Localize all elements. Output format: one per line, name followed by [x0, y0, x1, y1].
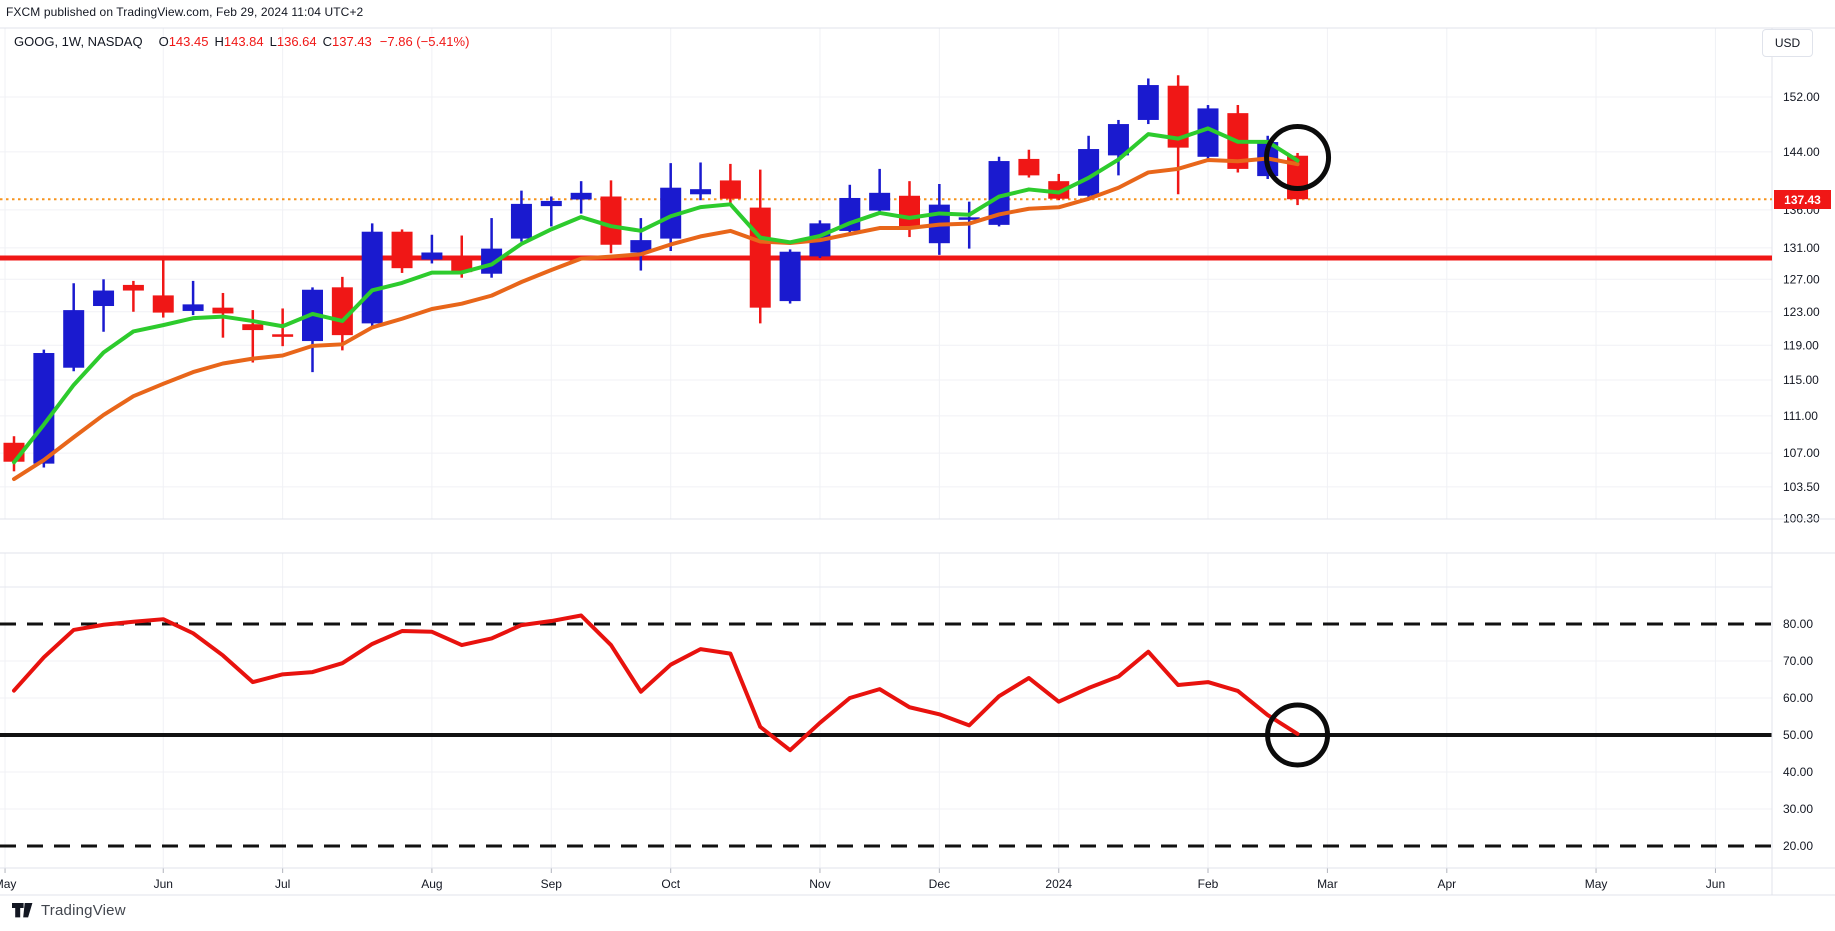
ma-slow-line [12, 156, 1300, 482]
candle-body [451, 257, 473, 273]
rsi-pane[interactable] [0, 553, 1772, 868]
price-axis-label: 123.00 [1783, 305, 1820, 319]
candle-body [152, 295, 174, 313]
time-axis-label: Mar [1317, 877, 1338, 891]
ma-fast-line [12, 126, 1300, 465]
price-axis-label: 131.00 [1783, 241, 1820, 255]
open-label: O [158, 34, 169, 49]
price-axis-label: 115.00 [1783, 373, 1819, 387]
candle-body [182, 304, 204, 311]
candle-body [958, 217, 980, 220]
open-value: 143.45 [168, 34, 209, 49]
time-axis-label: Apr [1437, 877, 1456, 891]
candle-body [600, 196, 622, 245]
price-axis-label: 144.00 [1783, 145, 1820, 159]
time-axis-label: Sep [541, 877, 563, 891]
tradingview-watermark-label: TradingView [41, 902, 126, 919]
low-value: 136.64 [276, 34, 317, 49]
time-axis-label: May [1585, 877, 1608, 891]
rsi-axis-label: 70.00 [1783, 654, 1813, 668]
candle-body [690, 189, 712, 195]
candle-body [331, 287, 353, 336]
candle-body [421, 252, 443, 260]
rsi-axis-label: 50.00 [1783, 728, 1813, 742]
price-axis-label: 111.00 [1783, 409, 1818, 423]
annotation-circle [1264, 124, 1332, 192]
candle-body [660, 187, 682, 239]
symbol-legend[interactable]: GOOG, 1W, NASDAQ O143.45 H143.84 L136.64 C13… [14, 34, 469, 49]
price-axis-label: 127.00 [1783, 272, 1820, 286]
candle-body [719, 180, 741, 199]
candle-body [1018, 158, 1040, 176]
time-axis-label: Oct [661, 877, 680, 891]
candle-body [391, 231, 413, 269]
time-axis-label: Nov [809, 877, 830, 891]
time-axis-label: 2024 [1045, 877, 1072, 891]
candle-body [570, 192, 592, 200]
time-scale[interactable] [0, 868, 1772, 895]
high-label: H [214, 34, 224, 49]
last-price-badge: 137.43 [1774, 190, 1831, 209]
candle-body [242, 324, 264, 331]
candle-body [1078, 149, 1100, 196]
candle-body [630, 240, 652, 253]
price-axis-label: 119.00 [1783, 338, 1819, 352]
candle-body [1167, 85, 1189, 148]
time-axis-label: Jul [275, 877, 290, 891]
time-axis-label: Aug [421, 877, 442, 891]
candle-body [1137, 85, 1159, 120]
rsi-axis-label: 40.00 [1783, 765, 1813, 779]
low-label: L [269, 34, 277, 49]
candle-body [869, 192, 891, 211]
price-axis-label: 152.00 [1783, 90, 1820, 104]
currency-toggle-button[interactable]: USD [1762, 29, 1813, 57]
candle-body [212, 307, 234, 314]
rsi-axis-label: 30.00 [1783, 802, 1813, 816]
candle-body [361, 231, 383, 324]
close-label: C [322, 34, 333, 49]
rsi-axis-label: 60.00 [1783, 691, 1813, 705]
candle-body [779, 251, 801, 302]
symbol-title: GOOG, 1W, NASDAQ [14, 34, 143, 49]
time-axis-label: Jun [154, 877, 173, 891]
candle-body [63, 310, 85, 368]
tradingview-logo-icon [12, 903, 33, 918]
time-axis-label: May [0, 877, 16, 891]
rsi-line [12, 613, 1300, 753]
candle-body [749, 207, 771, 308]
candle-body [899, 195, 920, 228]
candle-body [272, 334, 294, 337]
time-axis-label: Feb [1198, 877, 1219, 891]
candle-body [33, 353, 55, 464]
candle-body [1048, 181, 1070, 199]
rsi-axis-label: 80.00 [1783, 617, 1813, 631]
candle-body [93, 290, 115, 307]
time-axis-label: Dec [929, 877, 950, 891]
candle-body [540, 200, 562, 207]
high-value: 143.84 [223, 34, 264, 49]
candle-body [1107, 124, 1129, 156]
candle-body [510, 203, 532, 239]
candle-body [1197, 108, 1219, 157]
rsi-scale[interactable] [1772, 553, 1835, 868]
change-value: −7.86 (−5.41%) [379, 34, 470, 49]
rsi-axis-label: 20.00 [1783, 839, 1813, 853]
price-axis-label: 103.50 [1783, 480, 1820, 494]
time-axis-label: Jun [1706, 877, 1725, 891]
candle-body [122, 284, 144, 291]
annotation-circle [1265, 702, 1331, 768]
candle-body [988, 161, 1010, 225]
price-axis-label: 107.00 [1783, 446, 1820, 460]
tradingview-watermark[interactable]: TradingView [12, 902, 126, 919]
price-pane[interactable] [0, 28, 1772, 519]
attribution-text: FXCM published on TradingView.com, Feb 2… [6, 5, 364, 19]
close-value: 137.43 [332, 34, 372, 49]
